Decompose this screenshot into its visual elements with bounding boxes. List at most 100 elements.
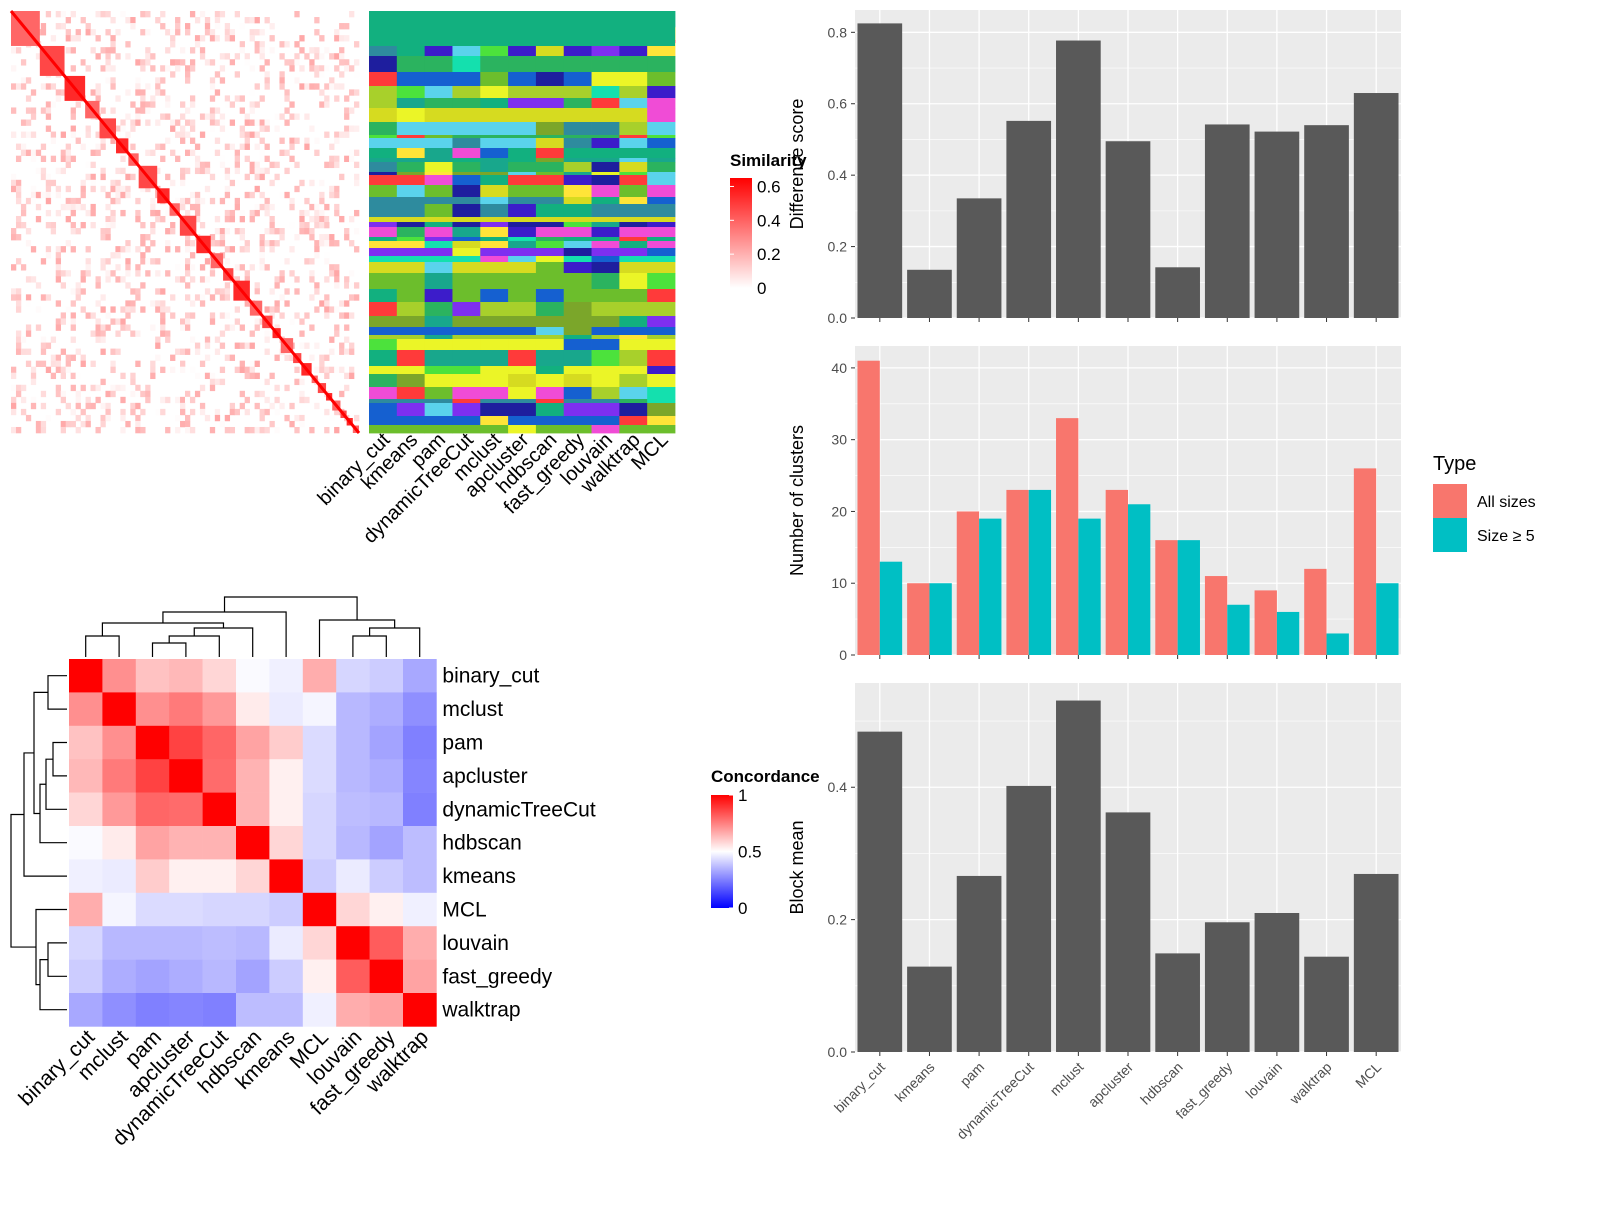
similarity-cell [244,131,250,138]
similarity-cell [339,312,345,319]
similarity-cell [309,59,315,66]
number-of-clusters-chart-bar [1128,504,1151,655]
similarity-cell [155,270,161,277]
assignment-cell [591,222,620,228]
similarity-cell [35,306,42,313]
similarity-cell [304,137,310,144]
similarity-cell [314,137,320,144]
assignment-cell [535,222,565,228]
similarity-cell [130,143,136,150]
similarity-cell [199,197,206,205]
number-of-clusters-chart-bar [1006,489,1029,655]
similarity-cell [254,294,260,301]
similarity-cell [65,197,71,205]
similarity-cell [135,270,141,277]
similarity-cell [334,185,340,193]
similarity-cell [309,294,315,301]
similarity-cell [90,384,96,392]
similarity-cell [115,318,121,325]
similarity-cell [125,402,131,410]
similarity-cell [314,149,320,156]
similarity-cell [239,228,245,235]
similarity-cell [60,23,66,30]
similarity-cell [185,107,191,114]
similarity-cell [20,209,27,217]
similarity-cell [244,366,250,374]
similarity-cell [329,215,335,223]
assignment-cell [480,172,509,176]
assignment-cell [591,185,620,198]
similarity-cell [219,228,226,235]
concordance-cell [69,892,103,927]
similarity-cell [125,89,131,96]
similarity-cell [294,414,300,422]
similarity-cell [354,89,360,96]
concordance-cell [269,792,304,827]
similarity-cell [50,222,57,229]
similarity-cell [140,185,146,193]
dendrogram-branch [47,675,67,710]
similarity-cell [70,354,76,361]
assignment-cell [563,56,592,73]
similarity-cell [314,203,320,211]
similarity-cell [254,203,260,211]
similarity-cell [70,107,76,114]
assignment-cell [396,72,426,87]
similarity-cell [45,107,52,114]
similarity-cell [185,246,191,253]
assignment-cell [535,122,565,136]
similarity-cell [110,366,116,374]
assignment-cell [619,204,648,218]
concordance-cell [269,926,304,960]
assignment-cell [508,262,537,274]
concordance-cell [336,926,370,960]
assignment-cell [647,148,676,159]
similarity-cell [75,228,81,235]
similarity-cell [30,372,37,380]
block-mean-chart-x-tick-label: walktrap [1286,1059,1335,1108]
assignment-cell [480,339,509,351]
similarity-cell [170,294,176,301]
similarity-cell [344,155,350,163]
similarity-legend-tick-label: 0.2 [757,245,781,264]
similarity-cell [249,209,255,217]
similarity-cell [344,372,350,380]
similarity-cell [65,215,71,223]
number-of-clusters-chart-bar [1105,489,1128,655]
block-mean-chart-bar [1204,922,1250,1052]
concordance-cell [135,926,170,960]
concordance-cell [269,826,304,860]
assignment-cell [424,248,453,257]
assignment-cell [369,86,398,99]
similarity-cell [199,264,206,271]
assignment-cell [647,366,676,375]
similarity-cell [204,258,211,265]
similarity-legend-tick-label: 0 [757,279,766,298]
similarity-cell [40,348,47,355]
similarity-cell [194,167,201,175]
similarity-cell [170,119,176,126]
similarity-cell [354,414,360,422]
assignment-cell [563,148,592,159]
similarity-legend-title: Similarity [730,151,807,170]
similarity-cell [279,270,285,277]
similarity-cell [75,288,81,295]
similarity-cell [209,384,216,392]
similarity-cell [344,95,350,102]
similarity-cell [145,101,151,108]
assignment-cell [591,256,620,263]
similarity-cell [85,131,91,138]
similarity-cell [55,354,62,361]
similarity-cell [100,258,106,265]
assignment-cell [508,237,537,242]
similarity-cell [170,59,176,66]
block-mean-chart-bar [1056,700,1101,1052]
similarity-cell [180,167,186,175]
similarity-cell [130,23,136,30]
concordance-cell [202,792,237,827]
assignment-cell [424,148,453,159]
similarity-cell [65,155,71,163]
similarity-cell [15,83,22,90]
similarity-cell [125,173,131,181]
assignment-cell [591,399,620,404]
